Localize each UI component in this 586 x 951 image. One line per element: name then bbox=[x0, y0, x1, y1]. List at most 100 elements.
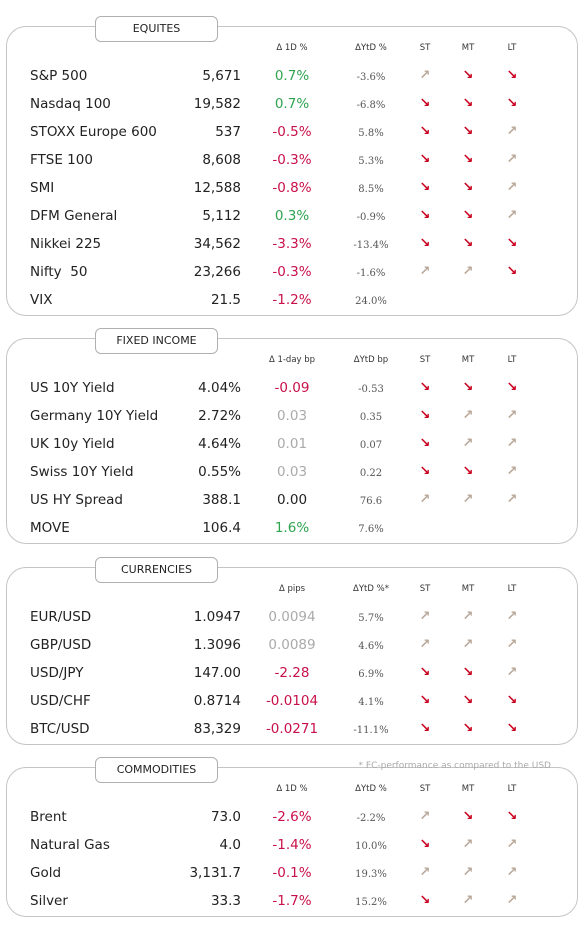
daily-change: -0.0104 bbox=[265, 693, 319, 709]
trend-arrow: ↘ bbox=[462, 236, 474, 251]
instrument-name: USD/JPY bbox=[30, 665, 84, 681]
trend-arrow: ↗ bbox=[419, 865, 431, 880]
instrument-name: Nikkei 225 bbox=[30, 236, 102, 252]
trend-arrow: ↘ bbox=[506, 693, 518, 708]
trend-arrow: ↘ bbox=[419, 665, 431, 680]
instrument-value: 147.00 bbox=[193, 665, 241, 681]
trend-arrow: ↗ bbox=[506, 408, 518, 423]
trend-arrow: ↗ bbox=[462, 837, 474, 852]
trend-arrow: ↗ bbox=[462, 408, 474, 423]
trend-arrow: ↘ bbox=[419, 180, 431, 195]
ytd-change: -0.53 bbox=[358, 384, 384, 395]
instrument-value: 73.0 bbox=[210, 809, 241, 825]
instrument-name: Nasdaq 100 bbox=[30, 96, 111, 112]
instrument-name: MOVE bbox=[30, 520, 70, 536]
daily-change: -1.2% bbox=[272, 292, 312, 308]
ytd-change: 24.0% bbox=[355, 296, 387, 307]
column-header: MT bbox=[461, 784, 475, 794]
instrument-name: Nifty 50 bbox=[30, 264, 88, 280]
trend-arrow: ↘ bbox=[462, 152, 474, 167]
instrument-name: Brent bbox=[30, 809, 67, 825]
trend-arrow: ↗ bbox=[506, 180, 518, 195]
trend-arrow: ↘ bbox=[462, 96, 474, 111]
trend-arrow: ↘ bbox=[506, 380, 518, 395]
ytd-change: -13.4% bbox=[353, 240, 389, 251]
trend-arrow: ↘ bbox=[419, 464, 431, 479]
column-header: Δ 1D % bbox=[276, 784, 308, 794]
column-header: LT bbox=[507, 43, 517, 53]
column-header: ST bbox=[419, 784, 431, 794]
trend-arrow: ↘ bbox=[462, 124, 474, 139]
daily-change: -0.3% bbox=[272, 264, 312, 280]
column-header: MT bbox=[461, 584, 475, 594]
instrument-name: UK 10y Yield bbox=[30, 436, 115, 452]
daily-change: -3.3% bbox=[272, 236, 312, 252]
trend-arrow: ↗ bbox=[506, 124, 518, 139]
instrument-value: 4.0 bbox=[219, 837, 241, 853]
trend-arrow: ↗ bbox=[419, 264, 431, 279]
section-box bbox=[6, 26, 578, 316]
instrument-value: 21.5 bbox=[210, 292, 241, 308]
trend-arrow: ↘ bbox=[506, 809, 518, 824]
daily-change: -2.6% bbox=[272, 809, 312, 825]
daily-change: -0.5% bbox=[272, 124, 312, 140]
instrument-value: 4.04% bbox=[198, 380, 241, 396]
ytd-change: 4.6% bbox=[358, 641, 384, 652]
trend-arrow: ↗ bbox=[462, 609, 474, 624]
instrument-value: 0.55% bbox=[198, 464, 241, 480]
section-box bbox=[6, 338, 578, 544]
trend-arrow: ↘ bbox=[462, 809, 474, 824]
trend-arrow: ↗ bbox=[419, 492, 431, 507]
instrument-name: US 10Y Yield bbox=[30, 380, 115, 396]
column-header: LT bbox=[507, 584, 517, 594]
ytd-change: 5.7% bbox=[358, 613, 384, 624]
ytd-change: 19.3% bbox=[355, 869, 387, 880]
daily-change: -0.0271 bbox=[265, 721, 319, 737]
trend-arrow: ↗ bbox=[462, 436, 474, 451]
ytd-change: 76.6 bbox=[359, 496, 383, 507]
trend-arrow: ↘ bbox=[462, 68, 474, 83]
daily-change: 0.01 bbox=[276, 436, 308, 452]
daily-change: -0.8% bbox=[272, 180, 312, 196]
column-header: MT bbox=[461, 43, 475, 53]
section-title: COMMODITIES bbox=[95, 757, 218, 783]
daily-change: 0.3% bbox=[274, 208, 310, 224]
column-header: ΔYtD % bbox=[355, 43, 387, 53]
instrument-value: 4.64% bbox=[198, 436, 241, 452]
section-box bbox=[6, 767, 578, 917]
trend-arrow: ↗ bbox=[506, 893, 518, 908]
daily-change: -0.3% bbox=[272, 152, 312, 168]
trend-arrow: ↘ bbox=[506, 96, 518, 111]
instrument-value: 5,671 bbox=[202, 68, 241, 84]
column-header: ST bbox=[419, 43, 431, 53]
section-title: EQUITES bbox=[95, 16, 218, 42]
instrument-value: 23,266 bbox=[193, 264, 241, 280]
daily-change: -0.09 bbox=[274, 380, 310, 396]
trend-arrow: ↗ bbox=[506, 609, 518, 624]
trend-arrow: ↘ bbox=[419, 208, 431, 223]
trend-arrow: ↗ bbox=[462, 264, 474, 279]
trend-arrow: ↘ bbox=[419, 380, 431, 395]
trend-arrow: ↘ bbox=[506, 264, 518, 279]
trend-arrow: ↘ bbox=[462, 464, 474, 479]
trend-arrow: ↘ bbox=[419, 893, 431, 908]
trend-arrow: ↘ bbox=[419, 721, 431, 736]
trend-arrow: ↗ bbox=[462, 893, 474, 908]
column-header: ST bbox=[419, 584, 431, 594]
column-header: Δ 1-day bp bbox=[268, 355, 316, 365]
trend-arrow: ↘ bbox=[462, 721, 474, 736]
trend-arrow: ↘ bbox=[419, 124, 431, 139]
trend-arrow: ↗ bbox=[506, 865, 518, 880]
instrument-value: 34,562 bbox=[193, 236, 241, 252]
ytd-change: -6.8% bbox=[356, 100, 386, 111]
ytd-change: 5.8% bbox=[358, 128, 384, 139]
column-header: LT bbox=[507, 784, 517, 794]
daily-change: 0.03 bbox=[276, 408, 308, 424]
trend-arrow: ↗ bbox=[506, 464, 518, 479]
trend-arrow: ↘ bbox=[462, 380, 474, 395]
trend-arrow: ↗ bbox=[506, 152, 518, 167]
daily-change: 0.03 bbox=[276, 464, 308, 480]
column-header: ΔYtD % bbox=[355, 784, 387, 794]
daily-change: 0.0089 bbox=[268, 637, 316, 653]
